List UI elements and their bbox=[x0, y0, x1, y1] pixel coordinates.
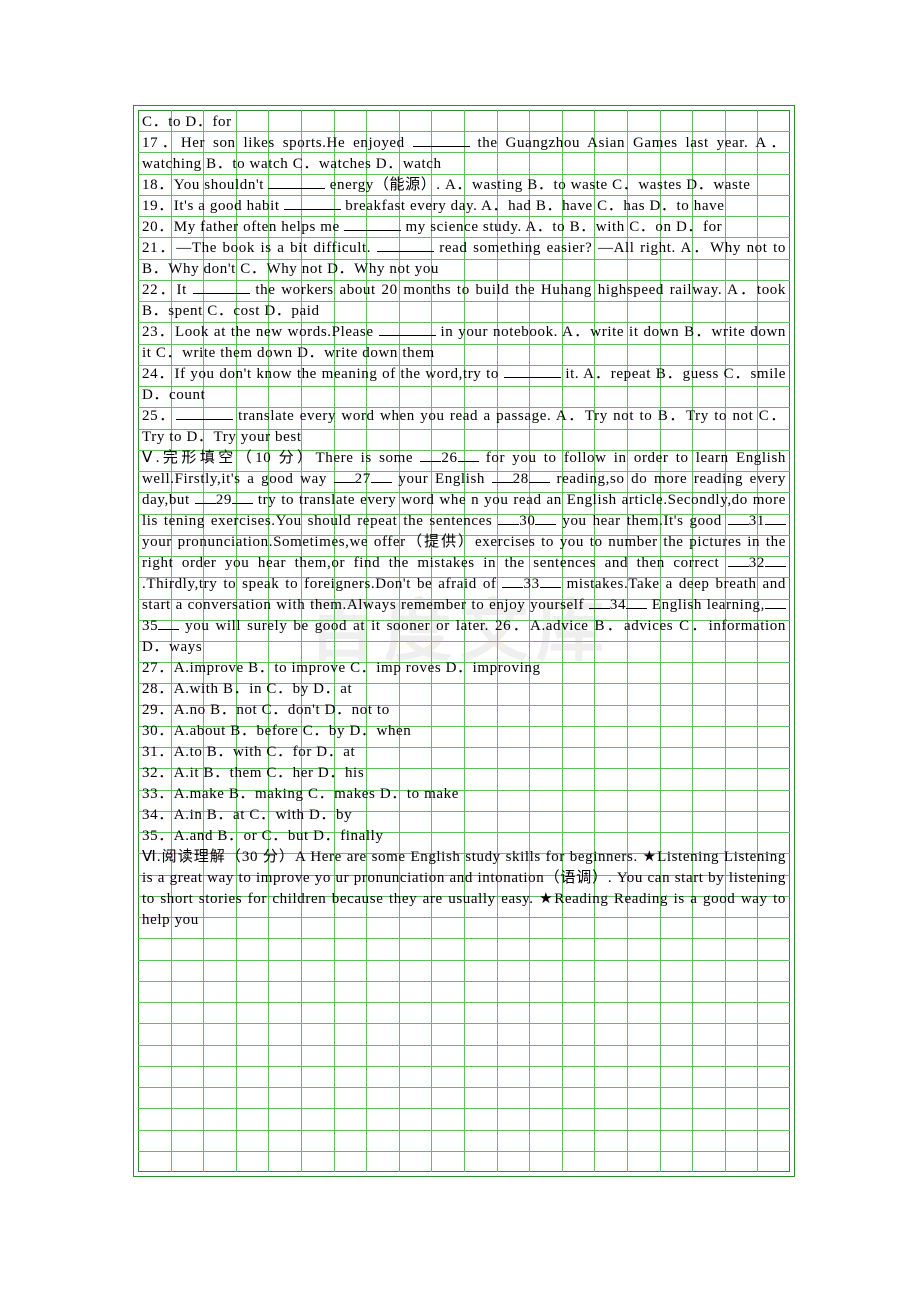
exam-item-q19: 19．It's a good habit breakfast every day… bbox=[142, 196, 786, 217]
exam-item-q33: 33．A.make B．making C．makes D．to make bbox=[142, 784, 786, 805]
exam-item-V: Ⅴ.完形填空（10 分）There is some 26 for you to … bbox=[142, 448, 786, 658]
exam-item-q16opts: C．to D．for bbox=[142, 112, 786, 133]
exam-item-q18: 18．You shouldn't energy（能源）. A．wasting B… bbox=[142, 175, 786, 196]
exam-item-q32: 32．A.it B．them C．her D．his bbox=[142, 763, 786, 784]
exam-item-q22: 22．It the workers about 20 months to bui… bbox=[142, 280, 786, 322]
exam-item-q17: 17．Her son likes sports.He enjoyed the G… bbox=[142, 133, 786, 175]
exam-item-q23: 23．Look at the new words.Please in your … bbox=[142, 322, 786, 364]
exam-item-q25: 25． translate every word when you read a… bbox=[142, 406, 786, 448]
document-body: C．to D．for17．Her son likes sports.He enj… bbox=[138, 110, 790, 1172]
exam-item-q34: 34．A.in B．at C．with D．by bbox=[142, 805, 786, 826]
exam-item-q27: 27．A.improve B．to improve C．imp roves D．… bbox=[142, 658, 786, 679]
exam-item-q21: 21．—The book is a bit difficult. read so… bbox=[142, 238, 786, 280]
exam-item-q28: 28．A.with B．in C．by D．at bbox=[142, 679, 786, 700]
page: 百度文库 C．to D．for17．Her son likes sports.H… bbox=[0, 0, 920, 1302]
exam-item-q24: 24．If you don't know the meaning of the … bbox=[142, 364, 786, 406]
exam-item-q35: 35．A.and B．or C．but D．finally bbox=[142, 826, 786, 847]
exam-item-q31: 31．A.to B．with C．for D．at bbox=[142, 742, 786, 763]
exam-item-q20: 20．My father often helps me my science s… bbox=[142, 217, 786, 238]
exam-item-q30: 30．A.about B．before C．by D．when bbox=[142, 721, 786, 742]
exam-item-VI: Ⅵ.阅读理解（30 分）A Here are some English stud… bbox=[142, 847, 786, 931]
exam-item-q29: 29．A.no B．not C．don't D．not to bbox=[142, 700, 786, 721]
